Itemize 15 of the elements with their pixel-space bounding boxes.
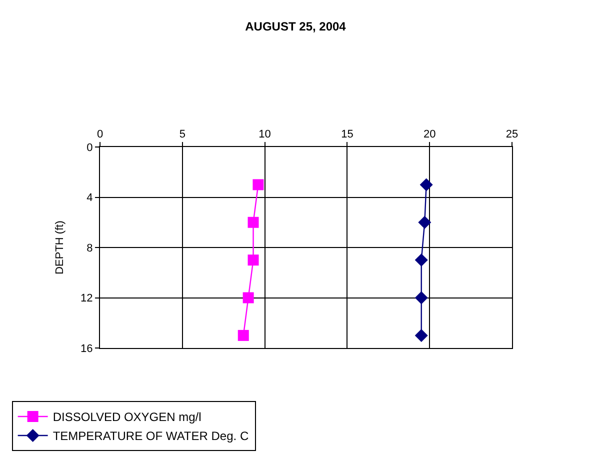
x-tick-label: 5 bbox=[179, 128, 186, 141]
y-tick-label: 12 bbox=[80, 292, 93, 305]
y-axis-title: DEPTH (ft) bbox=[54, 220, 66, 274]
x-tick-label: 0 bbox=[96, 128, 104, 141]
x-tick-label: 15 bbox=[341, 128, 354, 141]
y-tick-label: 8 bbox=[86, 242, 93, 254]
y-tick-label: 16 bbox=[80, 342, 93, 355]
x-tick-label: 20 bbox=[423, 128, 436, 141]
y-tick-label: 4 bbox=[86, 192, 93, 204]
y-tick-label: 0 bbox=[86, 142, 93, 154]
legend-label: DISSOLVED OXYGEN mg/l bbox=[52, 410, 202, 424]
chart-title: AUGUST 25, 2004 bbox=[245, 19, 346, 34]
legend-label: TEMPERATURE OF WATER Deg. C bbox=[52, 429, 249, 444]
x-tick-label: 25 bbox=[506, 128, 518, 141]
x-tick-label: 10 bbox=[258, 128, 271, 141]
